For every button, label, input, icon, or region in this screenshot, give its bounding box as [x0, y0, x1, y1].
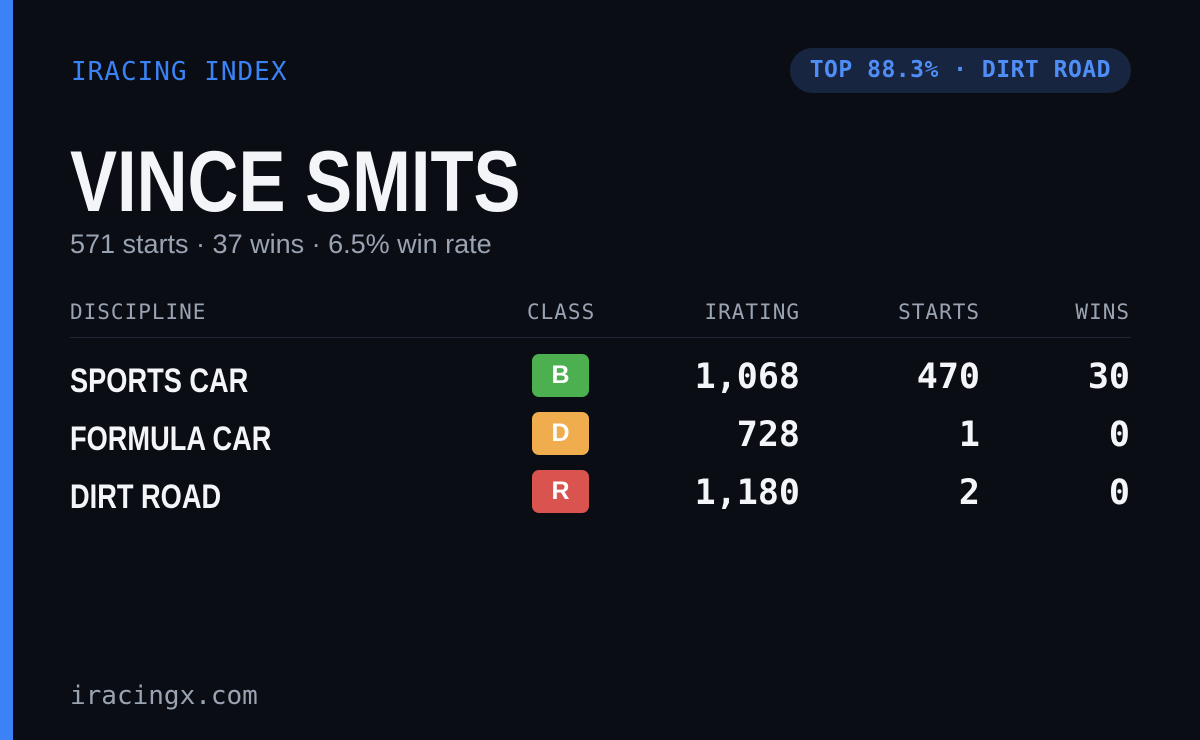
table-row: FORMULA CAR D 728 1 0	[70, 412, 1131, 458]
wins-value: 0	[1108, 415, 1130, 455]
discipline-name: FORMULA CAR	[70, 420, 272, 458]
irating-value: 1,068	[694, 357, 800, 397]
wins-value: 0	[1108, 473, 1130, 513]
driver-summary: 571 starts · 37 wins · 6.5% win rate	[70, 229, 492, 259]
class-badge: R	[532, 470, 589, 513]
starts-value: 470	[916, 357, 980, 397]
starts-value: 2	[958, 473, 980, 513]
rank-badge: TOP 88.3% · DIRT ROAD	[789, 48, 1131, 93]
footer-site: iracingx.com	[70, 681, 258, 711]
accent-bar	[0, 0, 13, 740]
header-starts: STARTS	[898, 300, 980, 324]
starts-value: 1	[958, 415, 980, 455]
irating-value: 1,180	[694, 473, 800, 513]
class-badge: D	[532, 412, 589, 455]
header-irating: IRATING	[704, 300, 800, 324]
brand-title: IRACING INDEX	[71, 57, 288, 87]
discipline-name: DIRT ROAD	[70, 478, 222, 516]
header-class: CLASS	[527, 300, 596, 324]
header-wins: WINS	[1075, 300, 1130, 324]
header-discipline: DISCIPLINE	[70, 300, 207, 324]
class-badge: B	[532, 354, 589, 397]
table-row: SPORTS CAR B 1,068 470 30	[70, 354, 1131, 400]
wins-value: 30	[1087, 357, 1130, 397]
irating-value: 728	[736, 415, 800, 455]
discipline-name: SPORTS CAR	[70, 362, 249, 400]
table-header: DISCIPLINE CLASS IRATING STARTS WINS	[70, 300, 1131, 338]
driver-name: VINCE SMITS	[70, 134, 521, 230]
table-row: DIRT ROAD R 1,180 2 0	[70, 470, 1131, 516]
